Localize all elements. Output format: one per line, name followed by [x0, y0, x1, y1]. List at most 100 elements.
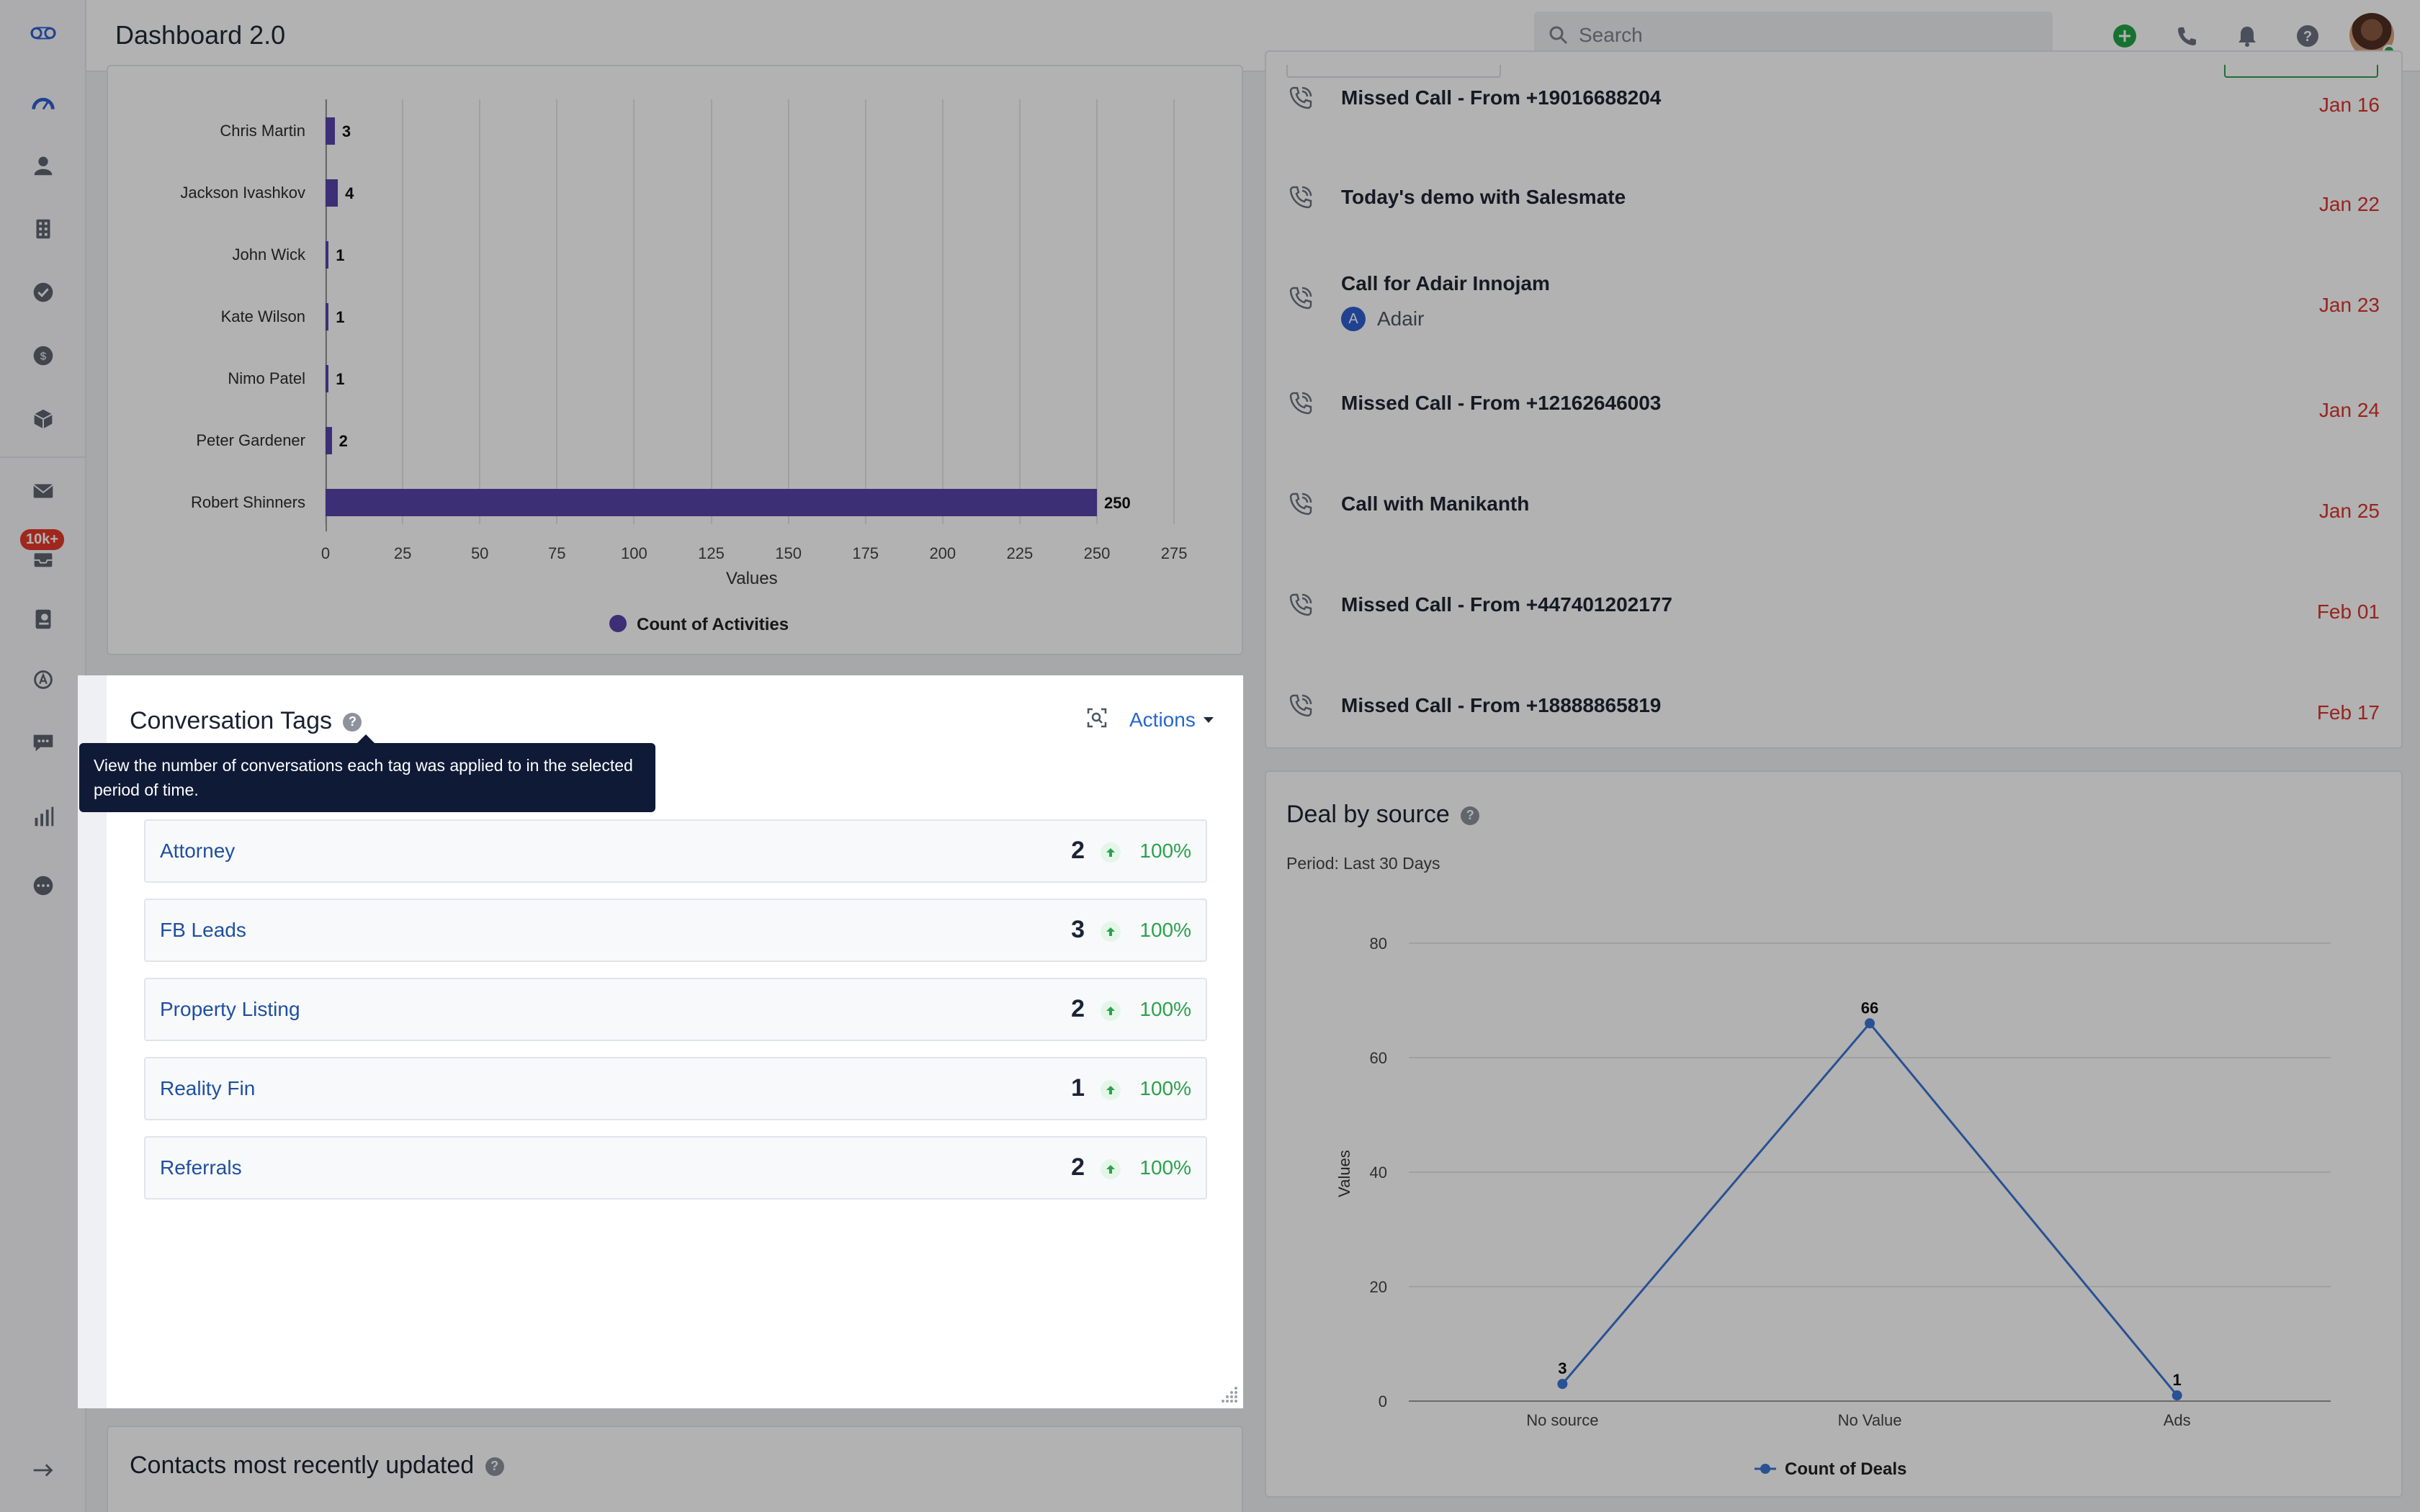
activity-title[interactable]: Missed Call - From +447401202177 — [1341, 593, 1672, 616]
assignee-avatar: A — [1341, 307, 1366, 331]
automation-icon[interactable] — [0, 657, 86, 703]
tag-name-link[interactable]: FB Leads — [160, 919, 246, 941]
companies-icon[interactable] — [0, 206, 86, 252]
actions-dropdown[interactable]: Actions — [1129, 708, 1214, 732]
bar-category-label: Robert Shinners — [191, 493, 305, 511]
y-tick-label: 60 — [1370, 1049, 1387, 1067]
phone-icon[interactable] — [2171, 20, 2202, 52]
search-input[interactable] — [1579, 24, 2011, 47]
tag-name-link[interactable]: Reality Fin — [160, 1077, 256, 1099]
chat-icon[interactable] — [0, 720, 86, 766]
help-circle-icon[interactable]: ? — [485, 1457, 504, 1476]
conversation-tags-title-text: Conversation Tags — [130, 707, 332, 734]
help-icon[interactable]: ? — [2292, 20, 2323, 52]
legend-swatch — [609, 615, 627, 632]
activity-title[interactable]: Missed Call - From +19016688204 — [1341, 86, 1662, 109]
activity-row[interactable]: Missed Call - From +12162646003 Jan 24 — [1266, 357, 2380, 458]
grid-line — [1096, 99, 1098, 524]
bar-value-label: 1 — [336, 246, 345, 264]
phone-call-icon — [1289, 287, 1312, 310]
data-point — [1865, 1018, 1875, 1029]
actions-label: Actions — [1129, 708, 1196, 731]
tag-row[interactable]: Referrals 2 100% — [144, 1136, 1207, 1200]
deal-by-source-title-text: Deal by source — [1286, 801, 1450, 828]
bar-category-label: Kate Wilson — [220, 307, 305, 325]
contacts-card — [107, 1426, 1243, 1512]
svg-text:$: $ — [40, 351, 47, 363]
bar-value-label: 2 — [339, 432, 348, 450]
tasks-icon[interactable] — [0, 269, 86, 315]
email-icon[interactable] — [0, 468, 86, 514]
x-tick-label: 175 — [852, 544, 879, 562]
tag-row[interactable]: Attorney 2 100% — [144, 819, 1207, 883]
activity-row[interactable]: Call for Adair Innojam Jan 23 A Adair — [1266, 252, 2380, 353]
inbox-count-badge: 10k+ — [20, 529, 65, 550]
add-icon[interactable] — [2109, 20, 2141, 52]
reports-icon[interactable] — [0, 793, 86, 840]
activity-bar[interactable] — [326, 427, 332, 454]
deals-icon[interactable]: $ — [0, 333, 86, 379]
more-icon[interactable] — [0, 863, 86, 909]
bar-value-label: 250 — [1104, 494, 1131, 512]
activity-row[interactable]: Missed Call - From +18888865819 Feb 17 — [1266, 660, 2380, 760]
activity-title[interactable]: Missed Call - From +12162646003 — [1341, 392, 1662, 414]
resize-handle-icon[interactable] — [1219, 1382, 1239, 1403]
help-circle-icon[interactable]: ? — [1461, 806, 1480, 825]
phone-book-icon[interactable] — [0, 596, 86, 642]
activity-due-date: Jan 23 — [2318, 294, 2380, 316]
y-tick-label: 0 — [1379, 1392, 1387, 1410]
activity-bar[interactable] — [326, 489, 1097, 516]
activity-due-date: Jan 24 — [2318, 399, 2380, 421]
activity-due-date: Feb 01 — [2316, 600, 2380, 623]
activity-due-date: Jan 22 — [2318, 193, 2380, 215]
x-category-label: No source — [1526, 1411, 1598, 1429]
products-icon[interactable] — [0, 396, 86, 442]
grid-line — [864, 99, 866, 524]
dashboard-icon[interactable] — [0, 81, 86, 127]
activity-bar[interactable] — [326, 117, 335, 145]
x-category-label: Ads — [2164, 1411, 2191, 1429]
activity-row[interactable]: Missed Call - From +447401202177 Feb 01 — [1266, 559, 2380, 660]
arrow-up-icon — [1101, 1159, 1121, 1179]
activity-bar[interactable] — [326, 179, 339, 207]
expand-view-icon[interactable] — [1086, 707, 1108, 732]
notifications-bell-icon[interactable] — [2231, 20, 2263, 52]
inbox-icon[interactable] — [0, 536, 86, 582]
data-point — [1557, 1379, 1568, 1390]
tag-row[interactable]: Reality Fin 1 100% — [144, 1057, 1207, 1120]
tag-row[interactable]: FB Leads 3 100% — [144, 899, 1207, 962]
grid-line — [479, 99, 481, 524]
tag-name-link[interactable]: Property Listing — [160, 998, 300, 1020]
tag-row[interactable]: Property Listing 2 100% — [144, 978, 1207, 1041]
activity-bar[interactable] — [326, 365, 329, 392]
bar-category-label: Nimo Patel — [228, 369, 305, 387]
activity-row[interactable]: Today's demo with Salesmate Jan 22 — [1266, 151, 2380, 252]
app-logo-icon[interactable] — [0, 10, 86, 56]
expand-sidebar-icon[interactable] — [0, 1447, 86, 1493]
x-tick-label: 50 — [470, 544, 489, 562]
phone-call-icon — [1289, 392, 1312, 415]
tag-name-link[interactable]: Attorney — [160, 840, 236, 862]
activities-x-axis-label: Values — [726, 569, 778, 588]
activity-title[interactable]: Call with Manikanth — [1341, 492, 1530, 515]
y-tick-label: 80 — [1370, 935, 1387, 953]
activity-bar[interactable] — [326, 303, 329, 330]
contacts-icon[interactable] — [0, 143, 86, 189]
activity-title[interactable]: Missed Call - From +18888865819 — [1341, 694, 1662, 716]
deal-by-source-line-chart: 0 20 40 60 80 Values 3 No source 66 No Value 1 Ads C… — [1335, 935, 2331, 1479]
activity-bar[interactable] — [326, 241, 329, 269]
point-value-label: 1 — [2173, 1371, 2182, 1389]
x-tick-label: 0 — [321, 544, 331, 562]
grid-line — [556, 99, 558, 524]
activity-title[interactable]: Today's demo with Salesmate — [1341, 186, 1626, 208]
grid-line — [710, 99, 712, 524]
help-circle-icon[interactable]: ? — [343, 712, 362, 732]
x-tick-label: 25 — [393, 544, 412, 562]
activities-legend-label: Count of Activities — [637, 615, 789, 634]
point-value-label: 3 — [1558, 1359, 1567, 1377]
activity-title[interactable]: Call for Adair Innojam — [1341, 272, 1550, 294]
activity-row[interactable]: Call with Manikanth Jan 25 — [1266, 458, 2380, 559]
tag-name-link[interactable]: Referrals — [160, 1156, 242, 1179]
arrow-up-icon — [1101, 922, 1121, 942]
activity-row[interactable]: Missed Call - From +19016688204 Jan 16 — [1266, 52, 2380, 153]
